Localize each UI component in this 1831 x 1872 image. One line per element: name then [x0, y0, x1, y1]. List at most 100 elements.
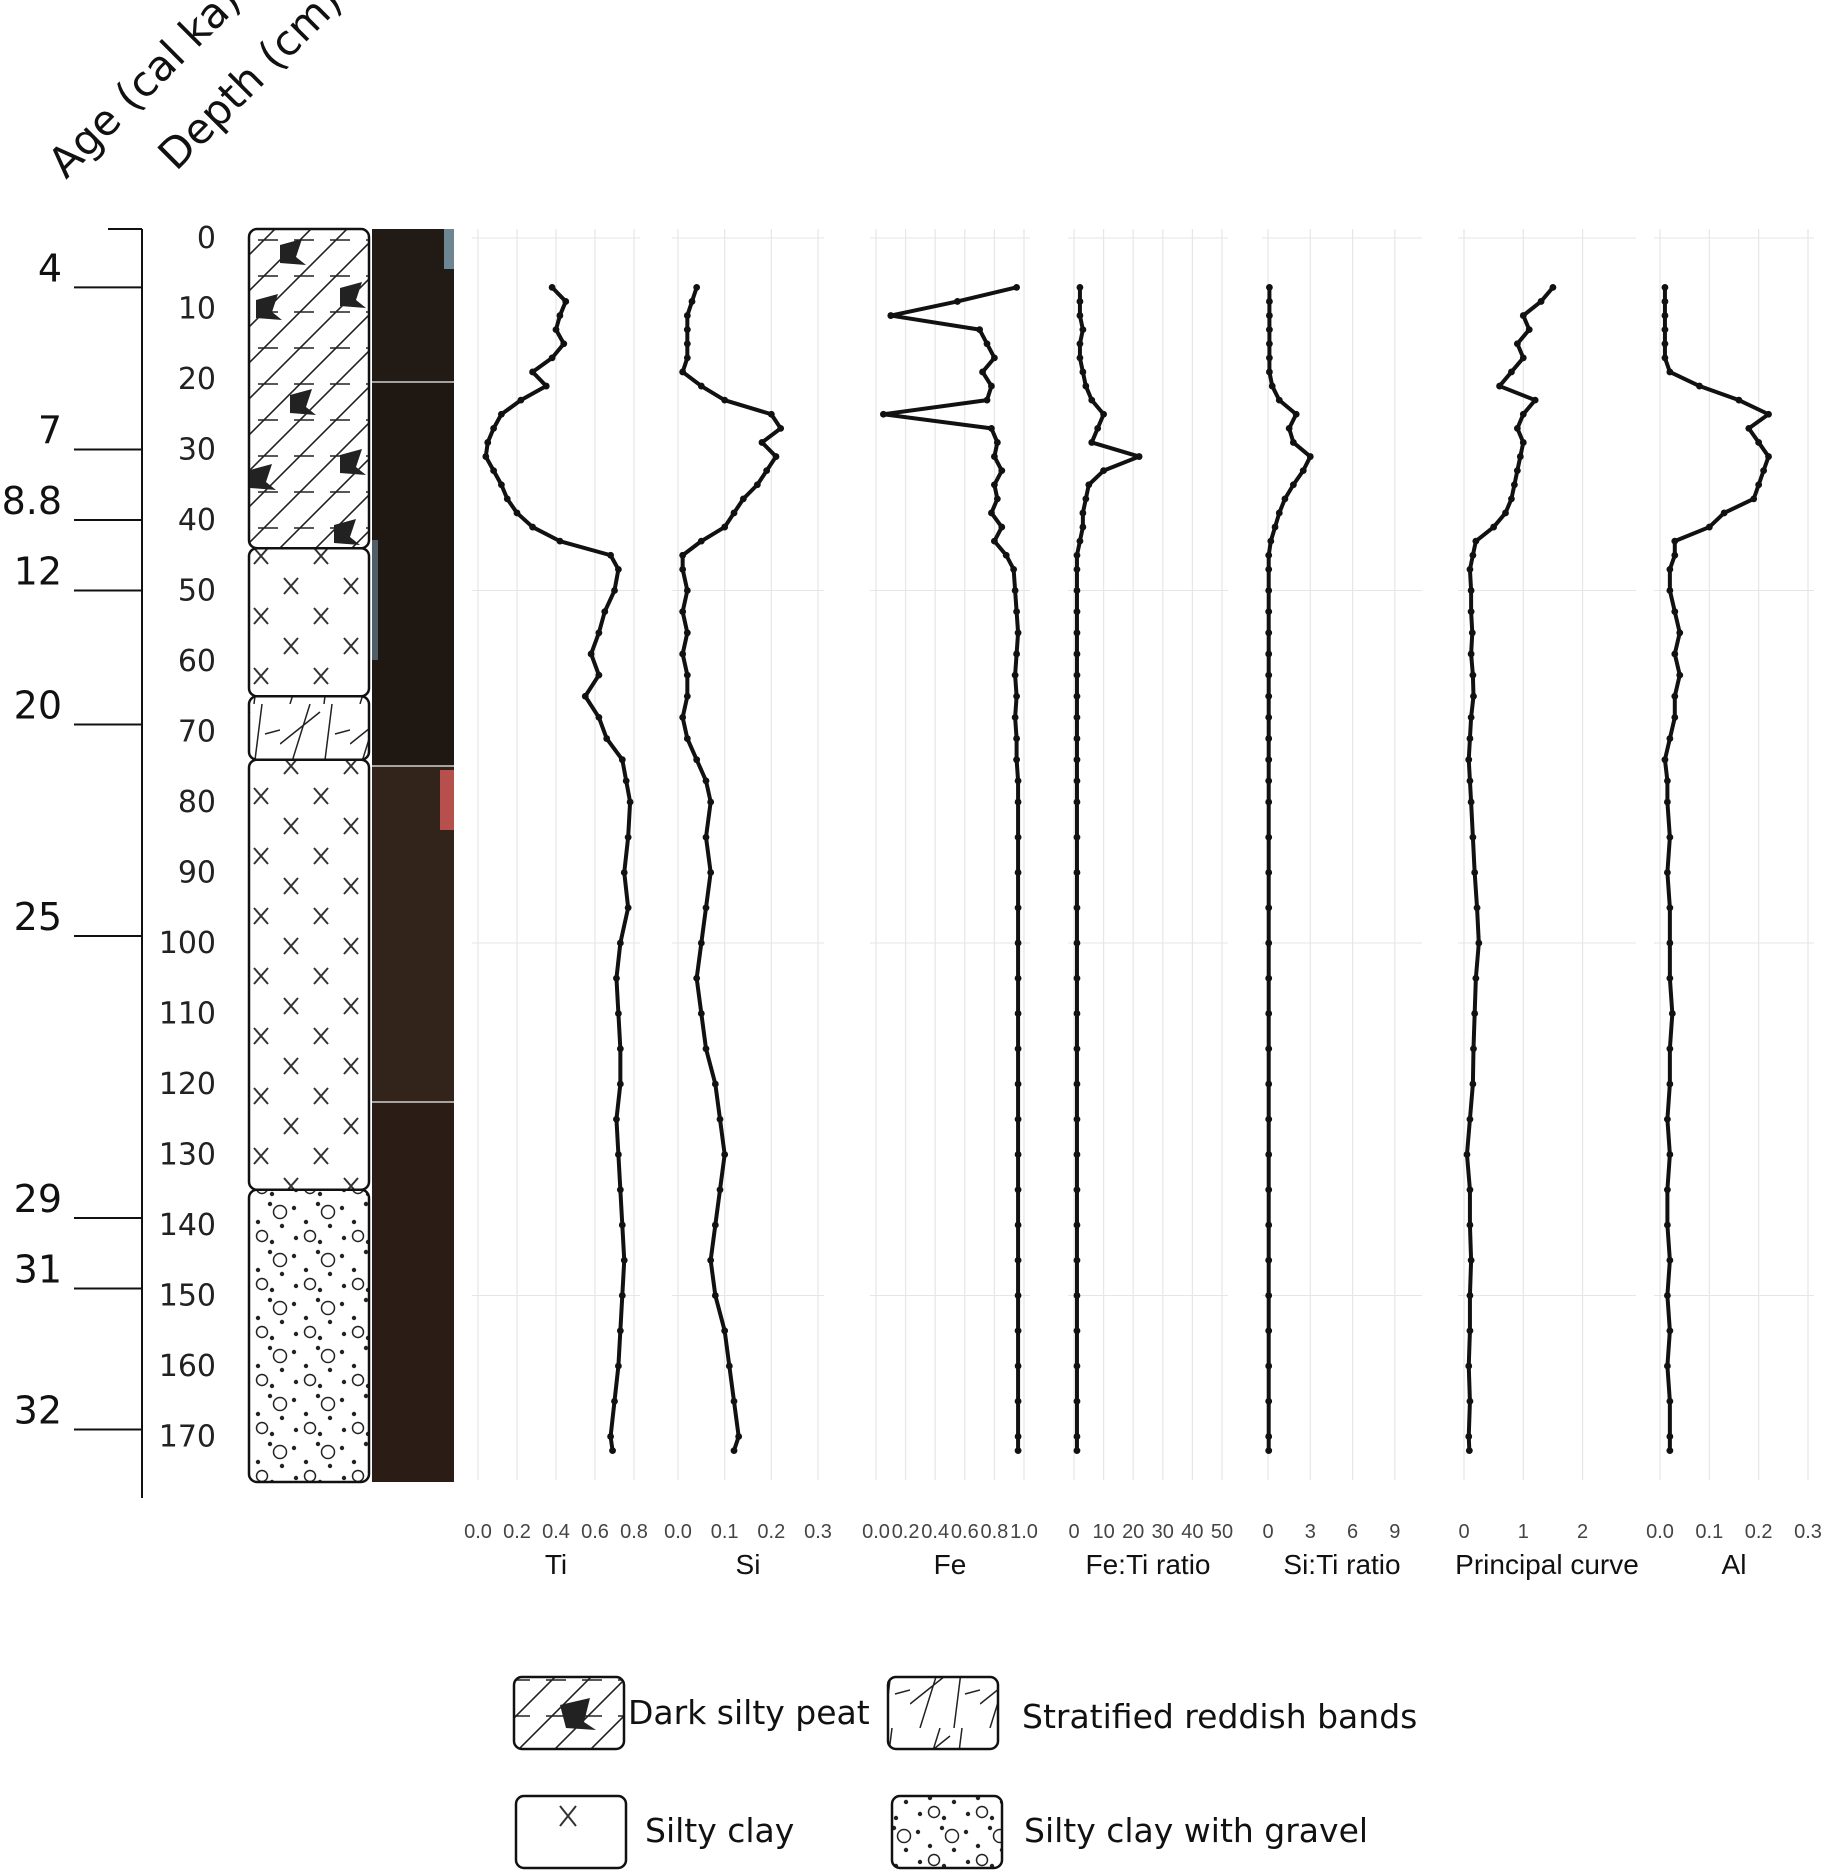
data-point	[1661, 354, 1669, 362]
panel-label: Fe	[934, 1549, 967, 1580]
data-point	[1265, 939, 1273, 947]
data-point	[1467, 1256, 1475, 1264]
data-point	[707, 1256, 715, 1264]
data-point	[1073, 629, 1081, 637]
data-point	[624, 904, 632, 912]
data-point	[1466, 1397, 1474, 1405]
data-point	[498, 410, 505, 418]
age-tick-label: 25	[14, 895, 62, 939]
data-point	[988, 509, 995, 517]
peat-fragment	[256, 294, 282, 320]
data-point	[998, 523, 1006, 531]
data-point	[1466, 1327, 1474, 1335]
data-point	[1531, 396, 1539, 404]
data-point	[1011, 587, 1019, 594]
data-point	[556, 537, 564, 545]
data-point	[767, 410, 775, 418]
data-point	[991, 453, 998, 460]
data-point	[1265, 1045, 1273, 1053]
data-point	[1466, 1186, 1474, 1194]
data-point	[1265, 1115, 1273, 1123]
data-point	[1676, 629, 1684, 637]
data-point	[1666, 1327, 1674, 1335]
data-point	[1519, 312, 1527, 319]
x-tick-label: 0.0	[1646, 1521, 1674, 1543]
data-point	[1073, 1447, 1081, 1454]
data-point	[607, 1433, 614, 1440]
data-point	[1664, 1362, 1671, 1370]
data-point	[1073, 756, 1081, 764]
data-point	[1265, 629, 1273, 637]
data-point	[1664, 1292, 1671, 1299]
core-reflection-top	[444, 229, 454, 269]
data-point	[976, 326, 983, 334]
data-point	[618, 756, 626, 764]
data-point	[1666, 904, 1674, 912]
data-point	[1465, 1362, 1473, 1370]
data-point	[1265, 1256, 1273, 1264]
legend-item-peat: Dark silty peat	[512, 1675, 870, 1751]
data-point	[1508, 368, 1515, 376]
data-point	[1073, 671, 1081, 679]
x-tick-label: 3	[1305, 1521, 1316, 1543]
data-point	[542, 382, 550, 390]
data-point	[552, 326, 560, 334]
data-point	[1469, 1080, 1477, 1088]
panel-label: Principal curve	[1455, 1549, 1639, 1580]
data-point	[1664, 869, 1671, 876]
data-point	[1013, 283, 1020, 291]
data-point	[1265, 565, 1273, 573]
data-point	[1073, 565, 1081, 573]
data-point	[1760, 467, 1767, 475]
data-point	[1467, 798, 1475, 806]
data-point	[1465, 756, 1473, 764]
data-point	[1519, 439, 1527, 446]
data-point	[1666, 833, 1674, 841]
data-point	[1696, 382, 1703, 390]
data-point	[1470, 692, 1477, 700]
data-point	[609, 1447, 616, 1454]
data-point	[1265, 777, 1273, 785]
data-point	[1671, 714, 1679, 721]
data-point	[1073, 1362, 1081, 1370]
depth-tick-label: 90	[178, 856, 216, 891]
data-point	[1265, 756, 1273, 764]
data-point	[1266, 354, 1273, 362]
series-line	[1464, 286, 1555, 1451]
data-point	[618, 1292, 626, 1299]
data-point	[1466, 1221, 1474, 1229]
data-point	[1275, 509, 1283, 517]
data-point	[1664, 1115, 1671, 1123]
x-tick-label: 0.2	[892, 1521, 920, 1543]
data-point	[988, 382, 995, 390]
data-point	[1275, 396, 1283, 404]
data-point	[1014, 904, 1022, 912]
data-point	[1073, 1292, 1081, 1299]
panel-label: Al	[1722, 1549, 1747, 1580]
data-point	[1265, 869, 1273, 876]
data-point	[1076, 537, 1084, 545]
data-point	[1082, 495, 1090, 503]
legend-item-bands: Stratified reddish bands	[886, 1675, 1417, 1751]
x-tick-label: 0.1	[711, 1521, 739, 1543]
data-point	[1073, 551, 1081, 559]
data-point	[1666, 735, 1674, 742]
data-point	[702, 833, 710, 841]
data-point	[1014, 833, 1022, 841]
age-tick-label: 29	[14, 1177, 62, 1221]
data-point	[490, 467, 497, 475]
panel-al: 0.0 0.1 0.2 0.3 Al	[1646, 229, 1822, 1580]
data-point	[1013, 735, 1020, 742]
data-point	[1671, 537, 1679, 545]
age-tick-label: 7	[38, 409, 62, 453]
legend-swatch-gravel	[890, 1794, 1004, 1870]
data-point	[721, 1151, 729, 1158]
data-point	[1014, 974, 1022, 982]
data-point	[1079, 509, 1087, 517]
data-point	[529, 368, 536, 376]
data-point	[1765, 410, 1772, 418]
data-point	[1666, 939, 1674, 947]
data-point	[1549, 283, 1557, 291]
data-point	[1014, 1186, 1022, 1194]
data-point	[753, 481, 761, 489]
